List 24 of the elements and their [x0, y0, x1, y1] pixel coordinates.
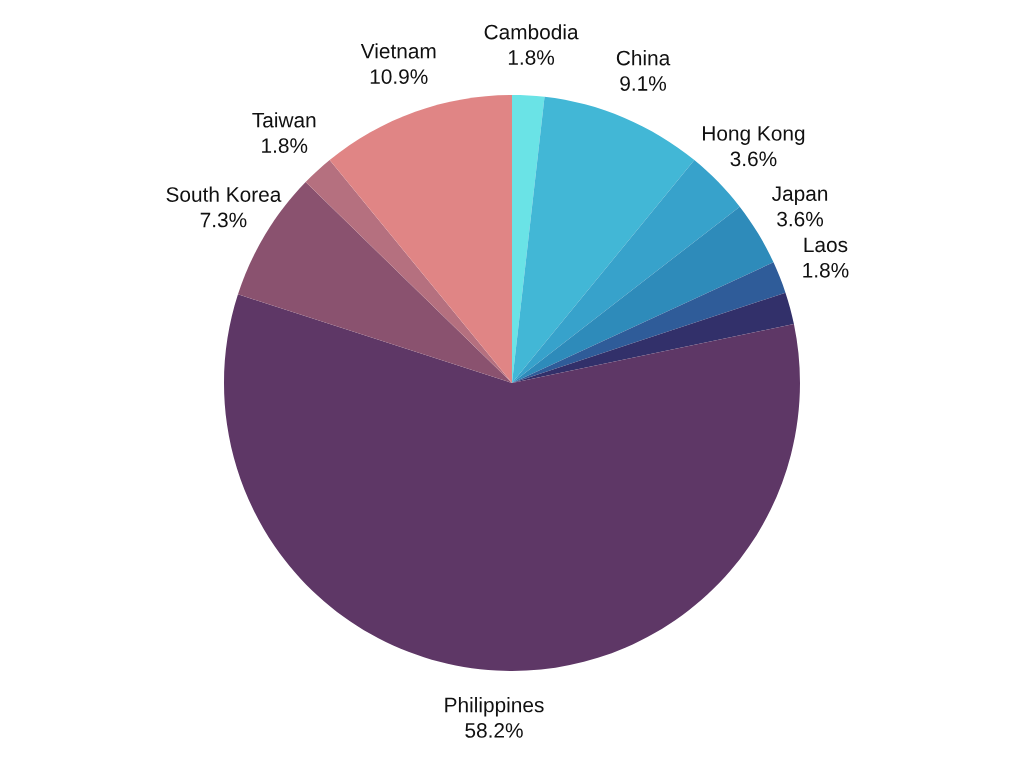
- data-label: 3.6%: [777, 211, 824, 227]
- data-label: 1.8%: [803, 262, 849, 278]
- slice-label: Vietnam: [360, 43, 436, 59]
- data-label: 9.1%: [620, 76, 667, 91]
- pie-slice: [305, 160, 512, 383]
- data-label: 58.2%: [465, 723, 523, 738]
- data-label: 3.6%: [730, 151, 777, 167]
- data-label: 7.3%: [200, 212, 247, 228]
- pie-slice: [512, 262, 786, 383]
- pie-slice: [512, 96, 695, 383]
- pie-slice: [512, 206, 774, 383]
- slice-label: Cambodia: [484, 24, 579, 40]
- data-label: 1.8%: [262, 138, 308, 153]
- slice-label: China: [616, 50, 671, 66]
- pie-slice: [329, 95, 512, 383]
- slice-label: Japan: [771, 186, 828, 206]
- slice-label: Taiwan: [252, 112, 316, 128]
- slice-label: Laos: [804, 237, 848, 253]
- slice-label: South Korea: [166, 186, 282, 202]
- slice-label: Philippines: [445, 697, 544, 717]
- data-label: 1.8%: [508, 50, 555, 65]
- slice-label: Hong Kong: [703, 126, 805, 145]
- pie-slice: [224, 294, 800, 671]
- data-label: 10.9%: [370, 69, 428, 84]
